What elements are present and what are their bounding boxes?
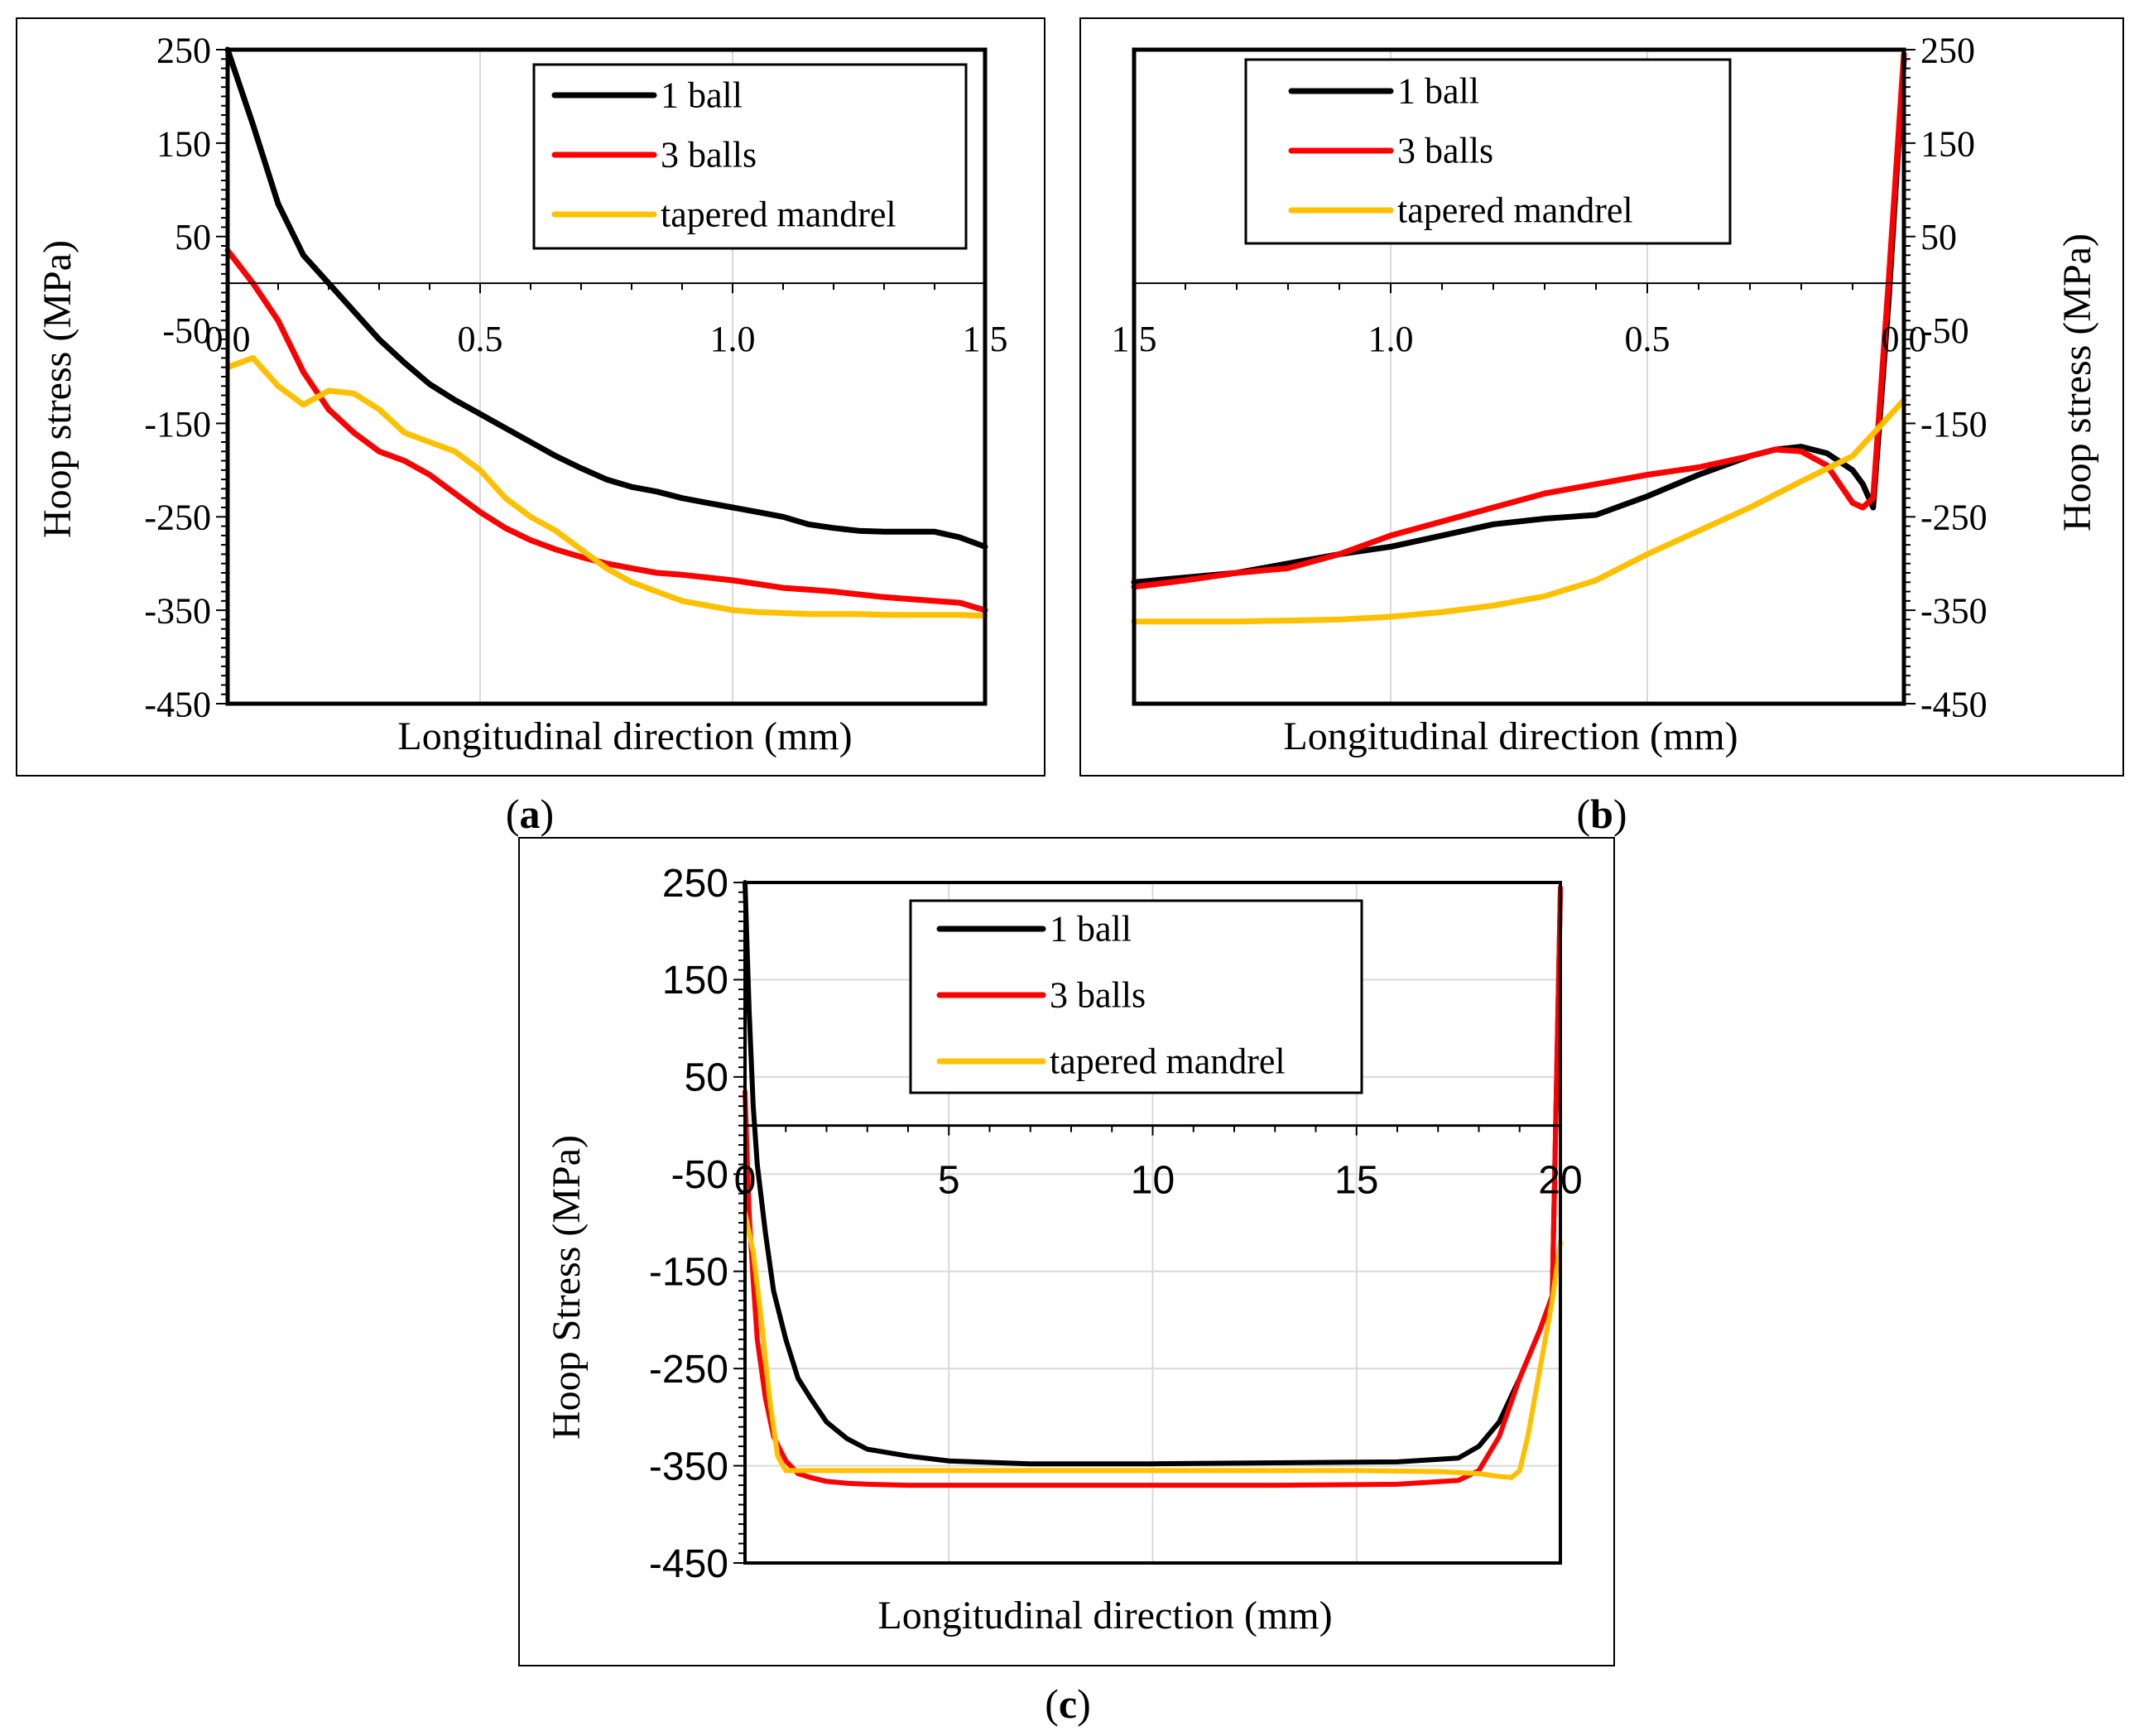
panel-b-series-3-balls <box>1131 51 1907 590</box>
panel-a-x-axis-label: Longitudinal direction (mm) <box>397 714 852 758</box>
caption-a-letter: a <box>520 791 541 837</box>
panel-b-ytick-label-2: 50 <box>1920 217 1957 257</box>
panel-c-ytick-label-7: -450 <box>649 1542 728 1586</box>
panel-c-ytick-label-0: 250 <box>662 862 728 906</box>
panel-a-ytick-label-4: -150 <box>144 404 211 445</box>
panel-a-legend-label-1: 3 balls <box>661 135 757 176</box>
panel-c-xtick-label-2: 10 <box>1131 1159 1175 1203</box>
panel-c-ticks <box>733 882 1561 1564</box>
panel-c-xtick-label-1: 5 <box>938 1159 960 1203</box>
panel-a-legend: 1 ball 3 balls tapered mandrel <box>532 63 968 250</box>
panel-c-xtick-labels: 0 5 10 15 20 <box>734 1159 1583 1203</box>
panel-c-series-layer <box>743 880 1563 1488</box>
panel-b-legend-label-2: tapered mandrel <box>1397 190 1633 231</box>
panel-a-ytick-label-7: -450 <box>144 684 211 724</box>
panel-c-x-axis-label: Longitudinal direction (mm) <box>877 1594 1332 1637</box>
panel-c-ytick-label-5: -250 <box>649 1348 728 1392</box>
panel-c-xtick-label-0: 0 <box>734 1159 757 1203</box>
panel-a-xtick-label-1: 0.5 <box>458 319 503 359</box>
panel-c-legend-label-0: 1 ball <box>1050 909 1132 950</box>
panel-c-xtick-label-4: 20 <box>1538 1159 1582 1203</box>
panel-b-xtick-label-2: 0.5 <box>1625 319 1670 359</box>
panel-a-ytick-label-5: -250 <box>144 498 211 538</box>
panel-b-xtick-label-1: 1.0 <box>1368 319 1414 359</box>
panel-c-series-3-balls <box>743 884 1563 1488</box>
panel-c-ytick-labels: 250 150 50 -50 -150 -250 -350 -450 <box>649 862 728 1586</box>
panel-b-legend-label-1: 3 balls <box>1397 131 1493 171</box>
panel-c-ytick-label-2: 50 <box>685 1056 728 1100</box>
panel-b-ytick-label-4: -150 <box>1920 404 1988 445</box>
panel-a-ytick-label-1: 150 <box>156 123 211 164</box>
panel-b-chart: 250 150 50 -50 -150 -250 -350 -450 1.5 1.0 0.5 0.0… <box>1079 17 2124 777</box>
panel-b-xtick-label-3: 0.0 <box>1882 319 1927 359</box>
panel-a-ytick-label-3: -50 <box>162 310 211 351</box>
panel-b-ytick-label-1: 150 <box>1920 123 1975 164</box>
panel-c-ytick-label-4: -150 <box>649 1251 728 1295</box>
caption-c: (c) <box>1045 1681 1091 1727</box>
panel-c-legend: 1 ball 3 balls tapered mandrel <box>909 899 1363 1094</box>
panel-a-series-tapered-mandrel <box>224 354 988 619</box>
panel-a-xtick-label-0: 0.0 <box>205 319 251 359</box>
panel-b-y-axis-label: Hoop stress (MPa) <box>2055 233 2099 531</box>
panel-a-xtick-label-3: 1.5 <box>963 319 1008 359</box>
panel-c-series-tapered-mandrel <box>743 1210 1563 1480</box>
panel-a-series-3-balls <box>224 248 988 613</box>
panel-c-legend-label-1: 3 balls <box>1050 975 1146 1016</box>
panel-c-legend-label-2: tapered mandrel <box>1050 1041 1286 1082</box>
panel-a-y-axis-label: Hoop stress (MPa) <box>36 240 79 538</box>
panel-a-ytick-labels: 250 150 50 -50 -150 -250 -350 -450 <box>144 30 211 724</box>
caption-a: (a) <box>506 791 554 837</box>
panel-c-xtick-label-3: 15 <box>1334 1159 1378 1203</box>
panel-b-ticks <box>1133 49 1915 704</box>
panel-a-xtick-label-2: 1.0 <box>710 319 756 359</box>
panel-b-ytick-label-6: -350 <box>1920 591 1988 632</box>
panel-a-legend-label-2: tapered mandrel <box>661 195 896 235</box>
panel-b-xtick-label-0: 1.5 <box>1112 319 1157 359</box>
panel-a-legend-label-0: 1 ball <box>661 75 743 116</box>
panel-a-series-layer <box>224 46 988 619</box>
panel-c-chart: 250 150 50 -50 -150 -250 -350 -450 0 5 10 15 20 Lon… <box>518 837 1615 1666</box>
panel-b-xtick-labels: 1.5 1.0 0.5 0.0 <box>1112 319 1927 359</box>
panel-b-legend: 1 ball 3 balls tapered mandrel <box>1244 58 1732 245</box>
panel-a-ytick-label-2: 50 <box>175 217 211 257</box>
panel-c-ytick-label-3: -50 <box>671 1153 728 1197</box>
panel-b-x-axis-label: Longitudinal direction (mm) <box>1283 714 1738 758</box>
panel-a-chart: 250 150 50 -50 -150 -250 -350 -450 0.0 0.5 1.0 1.5… <box>16 17 1045 777</box>
panel-a-ticks <box>216 49 986 704</box>
panel-a-xtick-labels: 0.0 0.5 1.0 1.5 <box>205 319 1008 359</box>
panel-b-ytick-label-3: -50 <box>1920 310 1969 351</box>
panel-b-ytick-label-0: 250 <box>1920 30 1975 70</box>
panel-b-ytick-label-5: -250 <box>1920 498 1988 538</box>
panel-b-legend-label-0: 1 ball <box>1397 71 1479 112</box>
caption-c-letter: c <box>1059 1681 1077 1727</box>
panel-a-series-1-ball <box>224 46 988 550</box>
caption-b-letter: b <box>1590 791 1613 837</box>
panel-a-ytick-label-6: -350 <box>144 591 211 632</box>
panel-c-y-axis-label: Hoop Stress (MPa) <box>545 1135 589 1440</box>
panel-b-ytick-labels: 250 150 50 -50 -150 -250 -350 -450 <box>1920 30 1988 724</box>
panel-c-series-1-ball <box>743 880 1563 1467</box>
panel-b-series-1-ball <box>1131 55 1907 585</box>
panel-b-series-tapered-mandrel <box>1131 397 1907 625</box>
panel-b-series-layer <box>1131 51 1907 625</box>
caption-b: (b) <box>1576 791 1627 837</box>
panel-c-ytick-label-6: -350 <box>649 1445 728 1488</box>
panel-a-ytick-label-0: 250 <box>156 30 211 70</box>
panel-b-ytick-label-7: -450 <box>1920 684 1988 724</box>
panel-c-ytick-label-1: 150 <box>662 959 728 1003</box>
